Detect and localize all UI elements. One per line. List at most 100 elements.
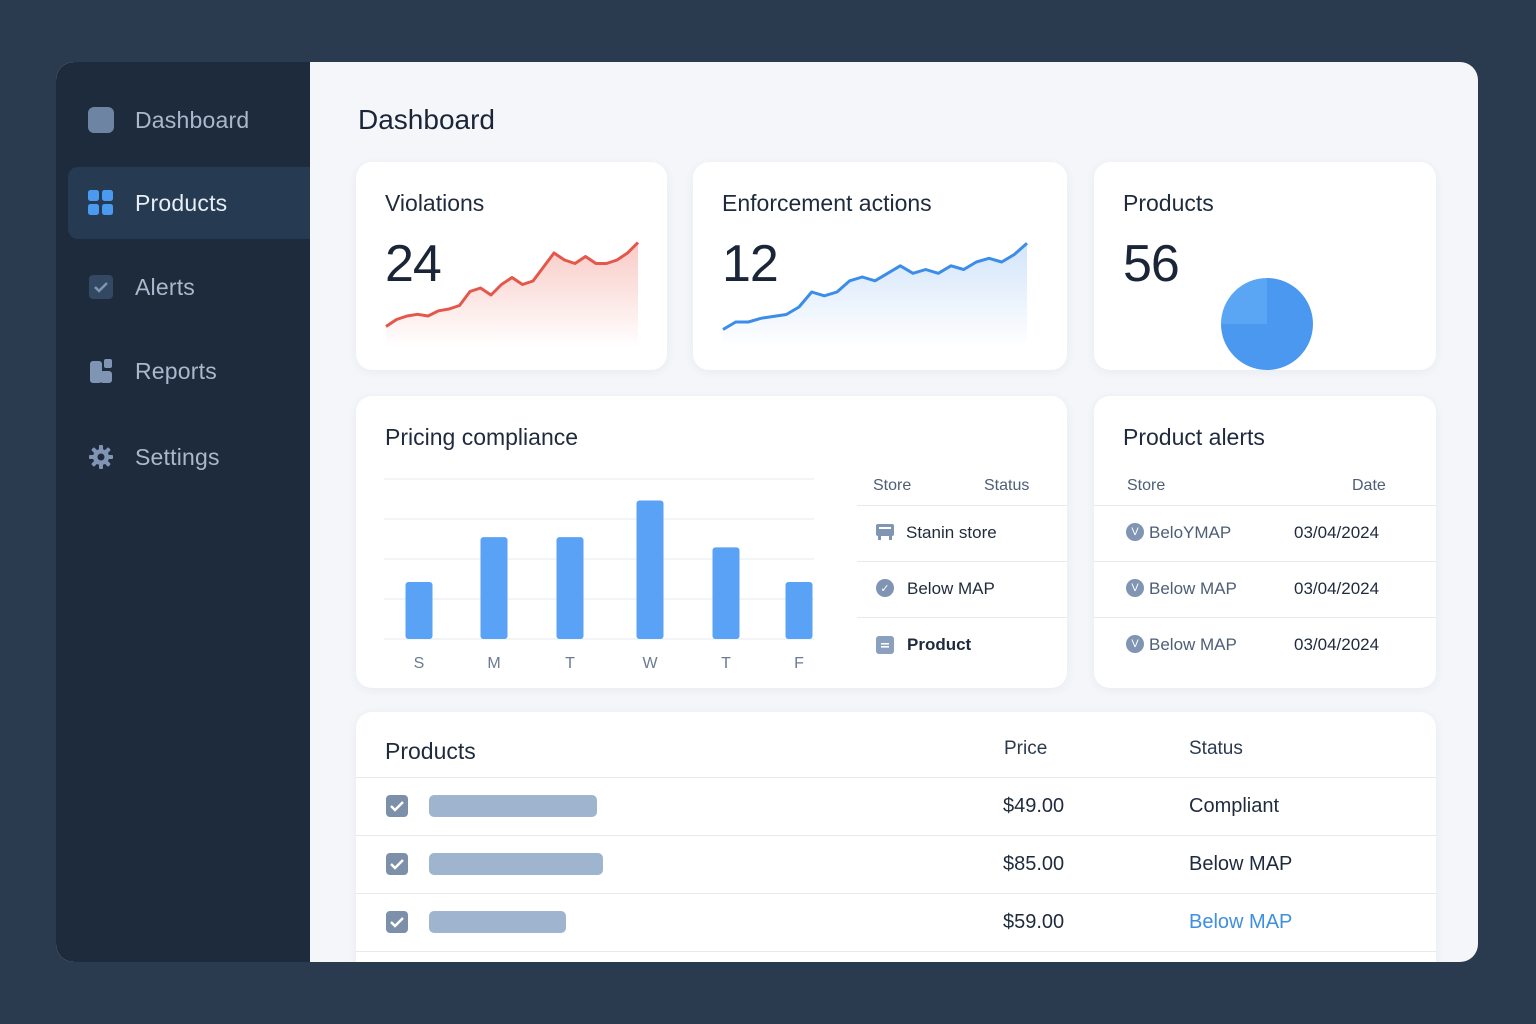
- product-name-placeholder: [429, 911, 566, 933]
- page-title: Dashboard: [358, 104, 495, 135]
- pricing-row-label: Product: [907, 635, 972, 654]
- divider: [356, 835, 1436, 836]
- x-tick-label: T: [565, 655, 575, 672]
- row-status: Below MAP: [1189, 853, 1293, 875]
- store-header: Store: [873, 477, 912, 494]
- alert-store: Below MAP: [1149, 635, 1237, 654]
- sidebar-item-label: Settings: [135, 443, 220, 470]
- bar-5[interactable]: [785, 581, 813, 639]
- x-tick-label: T: [721, 655, 731, 672]
- divider: [356, 951, 1436, 952]
- sidebar-item-label: Products: [135, 189, 228, 216]
- gear-icon: [87, 443, 115, 471]
- reports-icon: [87, 357, 115, 385]
- check-icon: [390, 917, 404, 928]
- products-table-card: Products Price Status $49.00 Compliant $…: [356, 712, 1436, 962]
- enforcement-sparkline: [722, 242, 1028, 347]
- sidebar-item-dashboard[interactable]: Dashboard: [68, 84, 310, 156]
- pricing-compliance-card: Pricing compliance S M T W T F Store Status S…: [356, 396, 1067, 688]
- violations-line: [385, 241, 640, 328]
- divider: [857, 561, 1067, 562]
- products-stat-card[interactable]: Products 56: [1094, 162, 1436, 370]
- row-checkbox[interactable]: [386, 795, 408, 817]
- enforcement-card[interactable]: Enforcement actions 12: [693, 162, 1067, 370]
- bar-1[interactable]: [480, 537, 508, 639]
- card-title: Products: [1123, 190, 1214, 216]
- stat-value: 24: [385, 235, 442, 293]
- x-tick-label: M: [487, 655, 500, 672]
- store-icon: [876, 524, 894, 540]
- divider: [857, 617, 1067, 618]
- violations-area: [386, 242, 638, 347]
- store-header: Store: [1127, 477, 1166, 494]
- alert-store: BeloYMAP: [1149, 523, 1232, 542]
- bar-0[interactable]: [405, 581, 433, 639]
- bar-3[interactable]: [636, 500, 664, 639]
- grid-icon: [87, 189, 115, 217]
- check-icon: [390, 859, 404, 870]
- pricing-row-label: Below MAP: [907, 579, 995, 598]
- alert-date: 03/04/2024: [1294, 635, 1380, 654]
- alert-date: 03/04/2024: [1294, 579, 1380, 598]
- product-icon: [876, 636, 894, 654]
- status-header: Status: [984, 477, 1030, 494]
- sidebar-item-reports[interactable]: Reports: [68, 335, 310, 407]
- sidebar-item-label: Dashboard: [135, 106, 250, 133]
- pricing-row-label: Stanin store: [906, 523, 997, 542]
- product-name-placeholder: [429, 853, 603, 875]
- check-circle-icon: V: [1126, 635, 1144, 653]
- x-tick-label: W: [642, 655, 658, 672]
- pie-slice-highlighted: [1221, 278, 1267, 324]
- x-tick-label: F: [794, 655, 804, 672]
- price-header: Price: [1004, 738, 1048, 759]
- sidebar: Dashboard Products Alerts: [56, 62, 310, 962]
- row-checkbox[interactable]: [386, 853, 408, 875]
- violations-sparkline: [385, 241, 640, 347]
- divider: [1094, 617, 1436, 618]
- divider: [1094, 505, 1436, 506]
- check-circle-icon: V: [1126, 523, 1144, 541]
- card-title: Product alerts: [1123, 424, 1265, 450]
- bar-4[interactable]: [712, 547, 740, 639]
- divider: [1094, 561, 1436, 562]
- check-square-icon: [87, 273, 115, 301]
- card-title: Violations: [385, 190, 485, 216]
- card-title: Products: [385, 738, 476, 764]
- product-alerts-card: Product alerts Store Date V BeloYMAP 03/…: [1094, 396, 1436, 688]
- card-title: Pricing compliance: [385, 424, 579, 450]
- alert-date: 03/04/2024: [1294, 523, 1380, 542]
- sidebar-item-label: Alerts: [135, 273, 195, 300]
- sidebar-item-products[interactable]: Products: [68, 167, 310, 239]
- row-status: Below MAP: [1189, 911, 1293, 933]
- products-pie-chart: [1221, 278, 1313, 370]
- check-circle-icon: ✓: [876, 579, 894, 597]
- date-header: Date: [1352, 477, 1386, 494]
- x-tick-label: S: [414, 655, 425, 672]
- divider: [857, 505, 1067, 506]
- card-title: Enforcement actions: [722, 190, 932, 216]
- row-price: $59.00: [1003, 911, 1065, 933]
- stat-value: 12: [722, 235, 779, 293]
- sidebar-item-alerts[interactable]: Alerts: [68, 251, 310, 323]
- sidebar-item-label: Reports: [135, 357, 217, 384]
- status-header: Status: [1189, 738, 1243, 759]
- divider: [356, 893, 1436, 894]
- row-status: Compliant: [1189, 795, 1280, 817]
- sidebar-item-settings[interactable]: Settings: [68, 421, 310, 493]
- check-circle-icon: V: [1126, 579, 1144, 597]
- row-price: $49.00: [1003, 795, 1065, 817]
- violations-card[interactable]: Violations 24: [356, 162, 667, 370]
- check-icon: [390, 801, 404, 812]
- row-price: $85.00: [1003, 853, 1065, 875]
- bar-2[interactable]: [556, 537, 584, 639]
- enforcement-area: [723, 243, 1027, 347]
- row-checkbox[interactable]: [386, 911, 408, 933]
- app-window: Dashboard Products Alerts: [56, 62, 1478, 962]
- enforcement-line: [722, 242, 1028, 331]
- main-content: Dashboard Violations 24 Enforcement acti…: [310, 62, 1478, 962]
- divider: [356, 777, 1436, 778]
- alert-store: Below MAP: [1149, 579, 1237, 598]
- stat-value: 56: [1123, 235, 1180, 293]
- product-name-placeholder: [429, 795, 597, 817]
